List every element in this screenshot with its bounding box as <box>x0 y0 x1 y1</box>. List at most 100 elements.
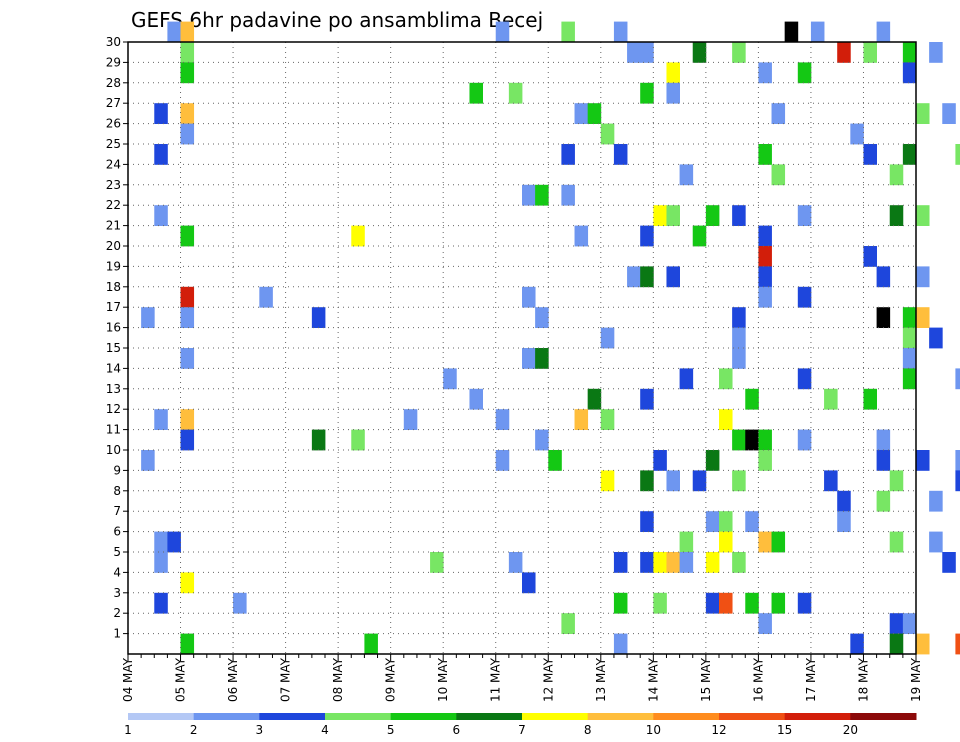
heatmap-cell <box>653 450 667 471</box>
x-tick-label: 17 MAY <box>804 657 818 702</box>
heatmap-cell <box>797 429 812 451</box>
y-tick-label: 15 <box>106 341 121 355</box>
heatmap-cell <box>640 42 654 63</box>
x-tick-label: 04 MAY <box>121 657 135 702</box>
heatmap-cell <box>679 368 694 390</box>
heatmap-cell <box>508 552 523 573</box>
heatmap-cell <box>916 450 930 471</box>
heatmap-cell <box>666 82 680 104</box>
heatmap-cell <box>902 327 917 349</box>
heatmap-cell <box>732 327 746 349</box>
y-tick-label: 21 <box>106 219 121 233</box>
heatmap-cell <box>180 429 195 451</box>
heatmap-cell <box>916 103 930 124</box>
heatmap-cell <box>311 307 326 328</box>
heatmap-cell <box>613 633 628 655</box>
heatmap-cell <box>758 225 772 247</box>
y-tick-label: 14 <box>106 361 121 375</box>
y-tick-label: 9 <box>113 463 121 477</box>
colorbar-swatch <box>719 713 786 720</box>
heatmap-cell <box>600 123 615 145</box>
heatmap-cell <box>732 470 746 492</box>
heatmap-cell <box>916 633 930 655</box>
colorbar-swatch <box>259 713 326 720</box>
heatmap-cell <box>535 307 549 328</box>
heatmap-cell <box>167 21 181 43</box>
y-axis: 1234567891011121314151617181920212223242… <box>106 35 128 641</box>
x-tick-label: 16 MAY <box>751 657 765 702</box>
colorbar-swatch <box>456 713 523 720</box>
heatmap-cell <box>522 572 536 594</box>
heatmap-cell <box>666 470 680 492</box>
heatmap-cell <box>902 348 917 369</box>
heatmap-cell <box>876 307 891 328</box>
y-tick-label: 13 <box>106 382 121 396</box>
y-tick-label: 23 <box>106 178 121 192</box>
y-tick-label: 29 <box>106 55 121 69</box>
heatmap-cell <box>837 511 851 532</box>
heatmap-cell <box>653 205 667 226</box>
heatmap-cell <box>719 409 733 430</box>
heatmap-cell <box>692 225 707 247</box>
heatmap-cell <box>758 144 772 165</box>
heatmap-cell <box>154 592 168 614</box>
colorbar-swatch <box>850 713 917 720</box>
heatmap-cell <box>732 42 746 63</box>
heatmap-cell <box>653 552 667 573</box>
heatmap-cell <box>732 205 746 226</box>
heatmap-cell <box>495 450 510 471</box>
y-tick-label: 6 <box>113 525 121 539</box>
heatmap-cell <box>495 21 510 43</box>
heatmap-cell <box>627 42 641 63</box>
heatmap-cell <box>850 633 864 655</box>
heatmap-cell <box>640 225 654 247</box>
y-tick-label: 11 <box>106 423 121 437</box>
heatmap-cell <box>955 368 960 390</box>
colorbar-label: 1 <box>124 723 132 737</box>
colorbar-swatch <box>390 713 457 720</box>
heatmap-cell <box>666 205 680 226</box>
heatmap-cell <box>705 552 720 573</box>
colorbar-label: 6 <box>453 723 461 737</box>
y-tick-label: 25 <box>106 137 121 151</box>
heatmap-cell <box>180 42 195 63</box>
heatmap-cell <box>745 388 759 410</box>
x-axis: 04 MAY 05 MAY 06 MAY 07 MAY 08 MAY 09 MAY 10 M… <box>121 654 923 702</box>
heatmap-cell <box>587 103 602 124</box>
colorbar-label: 20 <box>843 723 858 737</box>
grid-lines <box>128 42 916 654</box>
y-tick-label: 24 <box>106 157 121 171</box>
heatmap-cell <box>797 368 812 390</box>
x-tick-label: 12 MAY <box>541 657 555 702</box>
heatmap-cell <box>876 21 891 43</box>
colorbar-label: 8 <box>584 723 592 737</box>
heatmap-cell <box>902 613 917 634</box>
y-tick-label: 17 <box>106 300 121 314</box>
y-tick-label: 16 <box>106 321 121 335</box>
heatmap-cell <box>732 429 746 451</box>
heatmap-cell <box>745 592 759 614</box>
heatmap-cell <box>535 184 549 206</box>
heatmap-cell <box>653 592 667 614</box>
heatmap-cell <box>745 511 759 532</box>
y-tick-label: 26 <box>106 117 121 131</box>
heatmap-cell <box>351 225 365 247</box>
chart-title: GEFS 6hr padavine po ansamblima Becej <box>131 8 543 32</box>
heatmap-cell <box>889 205 904 226</box>
heatmap-cell <box>732 307 746 328</box>
heatmap-cell <box>141 450 155 471</box>
heatmap-cell <box>719 531 733 553</box>
heatmap-cell <box>561 184 575 206</box>
x-tick-label: 11 MAY <box>489 657 503 702</box>
heatmap-cell <box>587 388 602 410</box>
heatmap-cell <box>758 266 772 288</box>
heatmap-cell <box>640 266 654 288</box>
heatmap-cell <box>180 307 195 328</box>
y-tick-label: 8 <box>113 484 121 498</box>
heatmap-cell <box>613 592 628 614</box>
y-tick-label: 2 <box>113 606 121 620</box>
colorbar-swatch <box>193 713 260 720</box>
heatmap-cell <box>745 429 759 451</box>
heatmap-cell <box>889 613 904 634</box>
heatmap-cell <box>889 470 904 492</box>
